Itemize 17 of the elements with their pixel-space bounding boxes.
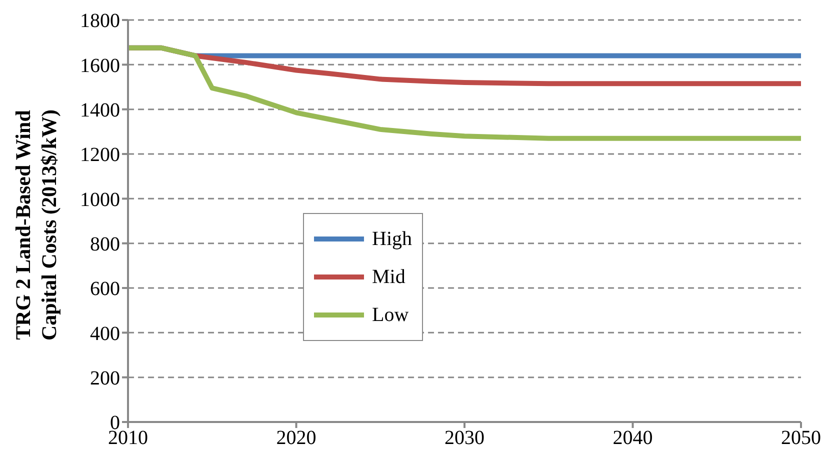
x-tick-label: 2030 [444, 427, 484, 450]
y-tick-label: 1200 [80, 144, 120, 166]
legend-label: Low [372, 304, 409, 326]
y-axis-title: TRG 2 Land-Based Wind Capital Costs (2013$/kW) [11, 109, 61, 341]
y-tick-label: 400 [90, 322, 120, 345]
y-tick-label: 1600 [80, 54, 120, 77]
legend-label: High [372, 228, 412, 250]
y-tick-label: 1000 [80, 188, 120, 211]
y-tick-label: 1800 [80, 10, 120, 32]
y-tick-label: 200 [90, 367, 120, 390]
x-tick-label: 2020 [276, 427, 316, 450]
x-tick-label: 2040 [612, 427, 653, 450]
x-tick-label: 2050 [781, 427, 821, 450]
y-tick-label: 800 [90, 233, 120, 256]
y-tick-label: 600 [90, 278, 120, 300]
legend-label: Mid [372, 266, 406, 288]
y-tick-label: 1400 [80, 99, 120, 122]
